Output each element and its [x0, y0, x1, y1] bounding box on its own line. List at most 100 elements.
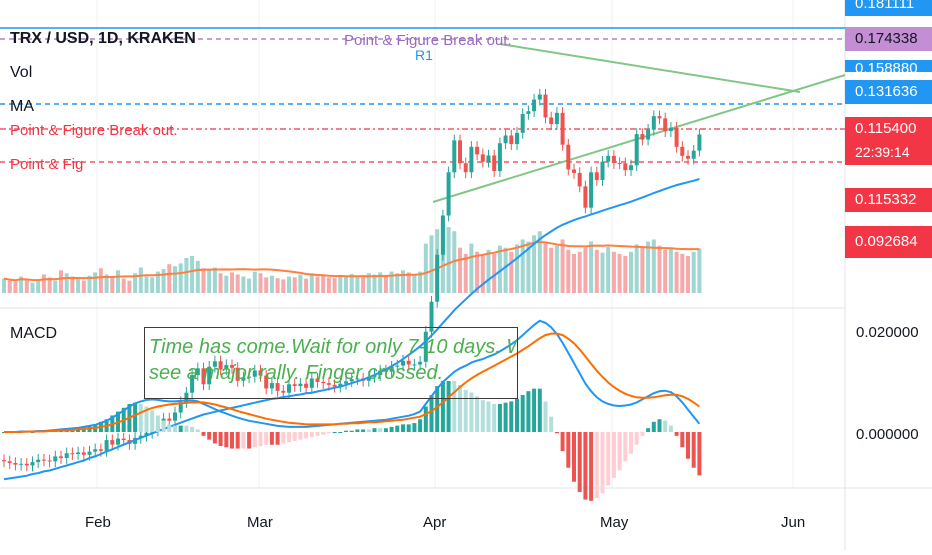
candle-body	[287, 384, 291, 393]
candle-body	[520, 113, 525, 133]
volume-bar	[554, 245, 559, 293]
macd-histogram-bar	[589, 432, 594, 501]
candle-body	[195, 368, 200, 376]
volume-bar	[144, 276, 149, 293]
macd-histogram-bar	[401, 424, 405, 432]
volume-bar	[326, 277, 331, 293]
macd-histogram-bar	[646, 428, 651, 432]
candle-body	[309, 378, 314, 388]
ma-label: MA	[10, 98, 34, 115]
candle-body	[326, 383, 331, 385]
volume-bar	[401, 270, 405, 293]
volume-bar	[104, 274, 109, 293]
volume-bar	[116, 270, 120, 293]
volume-bar	[36, 280, 41, 293]
macd-histogram-bar	[378, 428, 383, 432]
price-tag-red-1: 0.115332	[845, 188, 932, 212]
candle-body	[230, 365, 234, 368]
macd-histogram-bar	[452, 381, 457, 432]
macd-histogram-bar	[509, 401, 514, 432]
volume-bar	[372, 274, 377, 293]
volume-bar	[526, 241, 531, 293]
volume-bar	[41, 274, 46, 293]
volume-bar	[349, 274, 354, 293]
candle-body	[640, 134, 645, 140]
macd-histogram-bar	[440, 381, 445, 432]
candle-body	[412, 364, 417, 366]
candle-body	[338, 383, 343, 387]
volume-bar	[235, 274, 240, 293]
volume-bar	[224, 275, 229, 293]
candle-body	[440, 215, 445, 255]
macd-histogram-bar	[617, 432, 622, 471]
volume-bar	[623, 255, 628, 293]
volume-bar	[127, 280, 132, 293]
volume-bar	[355, 275, 360, 293]
macd-histogram-bar	[138, 403, 143, 432]
candle-body	[59, 456, 63, 459]
volume-bar	[178, 263, 183, 293]
candle-body	[53, 456, 58, 462]
volume-bar	[606, 246, 611, 293]
macd-histogram-bar	[520, 395, 525, 432]
comment-line-1: Time has come.Wait for only 7-10 days. W…	[149, 336, 517, 358]
macd-histogram-bar	[281, 432, 286, 444]
volume-bar	[195, 260, 200, 293]
volume-bar	[218, 273, 223, 293]
macd-histogram-bar	[549, 416, 554, 432]
candle-body	[36, 459, 41, 463]
volume-bar	[201, 268, 206, 293]
volume-bar	[383, 274, 388, 293]
volume-bar	[475, 251, 480, 293]
candle-body	[110, 440, 115, 445]
macd-histogram-bar	[230, 432, 234, 449]
candle-body	[173, 412, 177, 421]
macd-histogram-bar	[298, 432, 303, 440]
macd-histogram-bar	[332, 432, 337, 433]
candle-body	[594, 172, 599, 180]
candle-body	[304, 383, 309, 388]
macd-histogram-bar	[315, 432, 320, 436]
volume-bar	[241, 276, 246, 293]
volume-bar	[287, 276, 291, 293]
candle-body	[190, 375, 195, 393]
volume-bar	[549, 247, 554, 293]
volume-bar	[406, 272, 411, 293]
last-price-tag: 0.115400 22:39:14	[845, 117, 932, 165]
comment-line-2: see a major rally. Finger crossed.	[149, 362, 444, 384]
volume-bar	[646, 241, 651, 293]
volume-bar	[634, 244, 639, 293]
macd-histogram-bar	[338, 432, 343, 433]
volume-bar	[680, 253, 685, 293]
volume-ma-line	[3, 240, 700, 282]
candle-body	[47, 460, 52, 462]
macd-histogram-bar	[503, 402, 508, 432]
macd-tick-high: 0.020000	[856, 324, 919, 341]
macd-histogram-bar	[264, 432, 269, 445]
pf-break-label-top: Point & Figure Break out.	[344, 32, 512, 49]
volume-bar	[30, 282, 35, 293]
x-tick-label: Jun	[781, 514, 805, 531]
volume-bar	[190, 255, 195, 293]
comment-annotation[interactable]: Time has come.Wait for only 7-10 days. W…	[144, 327, 518, 399]
macd-histogram-bar	[252, 432, 257, 448]
volume-bar	[309, 273, 314, 293]
macd-histogram-bar	[155, 415, 160, 432]
candle-body	[7, 461, 12, 463]
volume-bar	[446, 227, 451, 293]
volume-bar	[138, 267, 143, 293]
volume-bar	[281, 279, 286, 293]
x-tick-label: Apr	[423, 514, 446, 531]
volume-bar	[497, 245, 502, 293]
macd-histogram-bar	[321, 432, 326, 435]
macd-histogram-bar	[287, 432, 291, 443]
macd-histogram-bar	[537, 388, 542, 432]
volume-bar	[207, 270, 212, 293]
volume-bar	[469, 243, 474, 293]
volume-bar	[429, 235, 434, 293]
volume-bar	[617, 253, 622, 293]
volume-bar	[98, 268, 103, 293]
volume-bar	[651, 239, 656, 293]
macd-histogram-bar	[623, 432, 628, 462]
